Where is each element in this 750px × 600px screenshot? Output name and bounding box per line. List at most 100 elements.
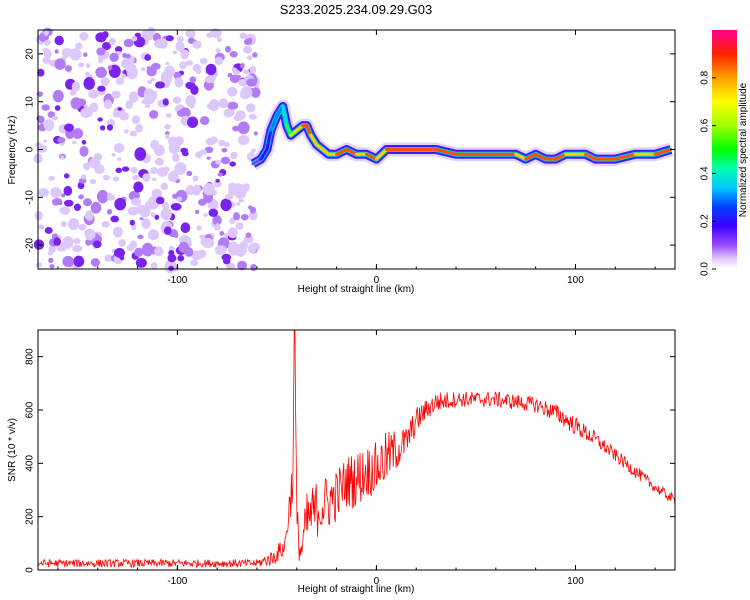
noise-blob	[131, 115, 141, 124]
y-tick-label: 200	[25, 508, 36, 525]
noise-blob	[48, 175, 56, 181]
noise-blob	[214, 56, 224, 65]
noise-blob	[161, 201, 170, 211]
noise-blob	[123, 129, 129, 134]
noise-blob	[215, 159, 222, 165]
noise-blob	[234, 184, 242, 193]
noise-blob	[121, 73, 127, 79]
noise-blob	[217, 172, 224, 177]
noise-blob	[224, 193, 234, 200]
noise-blob	[149, 109, 159, 119]
signal-segment	[305, 124, 313, 137]
noise-blob	[106, 124, 114, 131]
noise-blob	[228, 189, 233, 195]
noise-blob	[154, 246, 164, 257]
signal-segment	[259, 148, 269, 161]
noise-blob	[96, 47, 106, 56]
noise-blob	[101, 220, 110, 228]
noise-blob	[73, 255, 85, 268]
noise-blob	[225, 45, 232, 53]
noise-blob	[164, 123, 171, 130]
noise-blob	[108, 37, 116, 46]
noise-blob	[98, 56, 104, 64]
noise-blob	[227, 101, 239, 110]
noise-blob	[107, 65, 113, 71]
noise-blob	[84, 71, 90, 76]
noise-blob	[54, 49, 59, 54]
noise-blob	[129, 208, 136, 214]
noise-blob	[102, 174, 111, 181]
noise-blob	[80, 107, 93, 119]
noise-blob	[236, 202, 241, 206]
noise-blob	[131, 166, 138, 174]
noise-blob	[52, 89, 64, 103]
noise-blob	[242, 69, 250, 75]
noise-blob	[177, 255, 185, 262]
noise-blob	[203, 182, 215, 196]
noise-blob	[33, 239, 45, 250]
noise-blob	[78, 178, 87, 184]
noise-blob	[176, 196, 183, 202]
noise-blob	[133, 181, 144, 193]
noise-blob	[205, 63, 217, 76]
y-tick-label: 800	[25, 348, 36, 365]
y-tick-label: 400	[25, 455, 36, 472]
noise-blob	[179, 61, 187, 70]
noise-blob	[125, 100, 134, 110]
noise-blob	[142, 173, 151, 182]
noise-blob	[162, 98, 169, 106]
noise-blob	[215, 178, 220, 183]
noise-blob	[150, 166, 158, 175]
y-tick-label: 0	[25, 146, 36, 152]
noise-blob	[168, 141, 180, 155]
noise-blob	[150, 211, 156, 218]
y-tick-label: -20	[25, 237, 36, 252]
noise-blob	[189, 76, 197, 83]
noise-blob	[192, 175, 199, 182]
noise-blob	[180, 49, 189, 60]
noise-blob	[121, 166, 130, 172]
signal-segment	[265, 128, 273, 151]
noise-blob	[192, 40, 202, 49]
noise-blob	[36, 91, 44, 97]
noise-blob	[47, 250, 53, 256]
noise-blob	[172, 193, 178, 199]
noise-blob	[247, 243, 257, 254]
noise-blob	[64, 65, 73, 72]
noise-blob	[168, 265, 175, 271]
noise-blob	[79, 32, 89, 41]
noise-blob	[121, 59, 130, 69]
noise-blob	[229, 217, 236, 225]
noise-blob	[81, 139, 87, 145]
noise-blob	[97, 85, 106, 92]
noise-blob	[62, 236, 74, 249]
signal-segment	[554, 152, 568, 161]
noise-blob	[113, 143, 125, 153]
noise-blob	[174, 77, 184, 88]
noise-blob	[128, 91, 139, 103]
noise-blob	[60, 193, 66, 198]
noise-blob	[129, 130, 138, 137]
noise-blob	[79, 146, 89, 157]
noise-blob	[134, 247, 144, 257]
noise-blob	[147, 229, 160, 241]
noise-blob	[196, 225, 202, 231]
noise-blob	[114, 247, 125, 258]
noise-blob	[186, 170, 193, 177]
noise-blob	[250, 148, 256, 153]
noise-blob	[70, 97, 82, 110]
noise-blob	[232, 212, 241, 221]
snr-panel: -100 0 100 0 200 400 600 800 Height of straigh…	[7, 329, 676, 595]
noise-blob	[126, 53, 131, 59]
x-tick-label: 100	[567, 275, 584, 286]
noise-blob	[141, 218, 151, 229]
noise-blob	[34, 210, 43, 221]
noise-blob	[73, 203, 81, 211]
signal-segment	[374, 148, 388, 161]
noise-blob	[239, 128, 245, 134]
noise-blob	[38, 188, 50, 197]
noise-blob	[173, 71, 182, 80]
noise-blob	[84, 210, 94, 221]
noise-blob	[54, 58, 66, 70]
